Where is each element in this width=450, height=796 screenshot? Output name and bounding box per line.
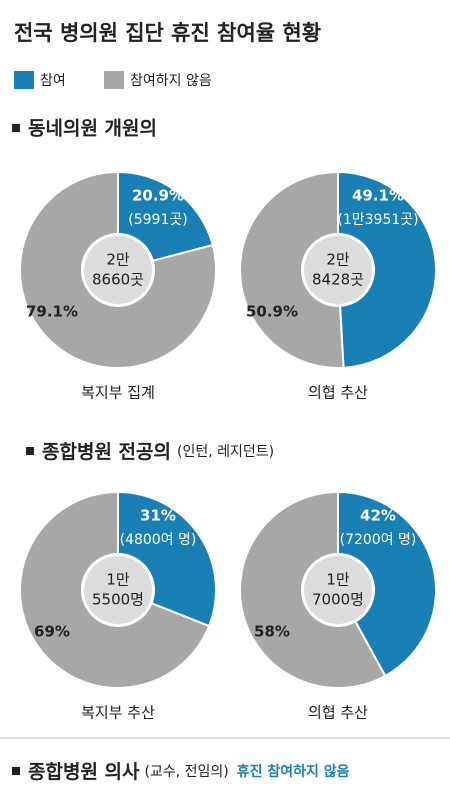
heading-text: 종합병원 전공의 <box>42 441 171 463</box>
value-label: 20.9% <box>132 187 184 205</box>
center-disc <box>304 236 372 304</box>
title: 전국 병의원 집단 휴진 참여율 현황 <box>14 21 321 45</box>
caption: 의협 추산 <box>308 704 368 722</box>
section-heading: 종합병원 전공의 (인턴, 레지던트) <box>42 441 274 463</box>
value-label: 69% <box>34 623 70 641</box>
value-detail: (7200여 명) <box>340 532 417 548</box>
value-label: 31% <box>140 507 176 525</box>
pie-slice <box>337 170 437 369</box>
center-label: 1만 <box>106 571 130 589</box>
section-heading: 종합병원 의사 (교수, 전임의) 휴진 참여하지 않음 <box>28 761 350 783</box>
legend-swatch <box>104 71 124 89</box>
heading-text: 종합병원 의사 <box>28 761 140 783</box>
center-label: 7000명 <box>312 591 364 609</box>
value-label: 79.1% <box>26 303 78 321</box>
center-label: 8660곳 <box>92 271 144 289</box>
value-label: 42% <box>360 507 396 525</box>
center-disc <box>84 236 152 304</box>
center-label: 1만 <box>326 571 350 589</box>
value-detail: (1만3951곳) <box>337 212 418 228</box>
legend-label: 참여하지 않음 <box>130 73 212 89</box>
value-label: 50.9% <box>246 303 298 321</box>
legend-label: 참여 <box>40 73 66 89</box>
caption: 의협 추산 <box>308 384 368 402</box>
value-label: 49.1% <box>352 187 404 205</box>
value-detail: (4800여 명) <box>120 532 197 548</box>
center-label: 8428곳 <box>312 271 364 289</box>
heading-note: (교수, 전임의) <box>145 764 229 780</box>
bullet <box>26 447 34 455</box>
center-label: 2만 <box>106 251 130 269</box>
caption: 복지부 추산 <box>81 704 155 722</box>
center-disc <box>304 556 372 624</box>
heading-note: (인턴, 레지던트) <box>177 444 274 460</box>
section-heading: 동네의원 개원의 <box>28 118 157 140</box>
heading-status: 휴진 참여하지 않음 <box>237 763 350 780</box>
center-label: 5500명 <box>92 591 144 609</box>
caption: 복지부 집계 <box>81 384 155 402</box>
pie-slice <box>239 170 345 369</box>
value-detail: (5991곳) <box>128 212 187 228</box>
center-label: 2만 <box>326 251 350 269</box>
pie-slice <box>337 490 437 678</box>
value-label: 58% <box>254 623 290 641</box>
bullet <box>12 124 20 132</box>
legend-swatch <box>14 71 34 89</box>
center-disc <box>84 556 152 624</box>
bullet <box>12 767 20 775</box>
